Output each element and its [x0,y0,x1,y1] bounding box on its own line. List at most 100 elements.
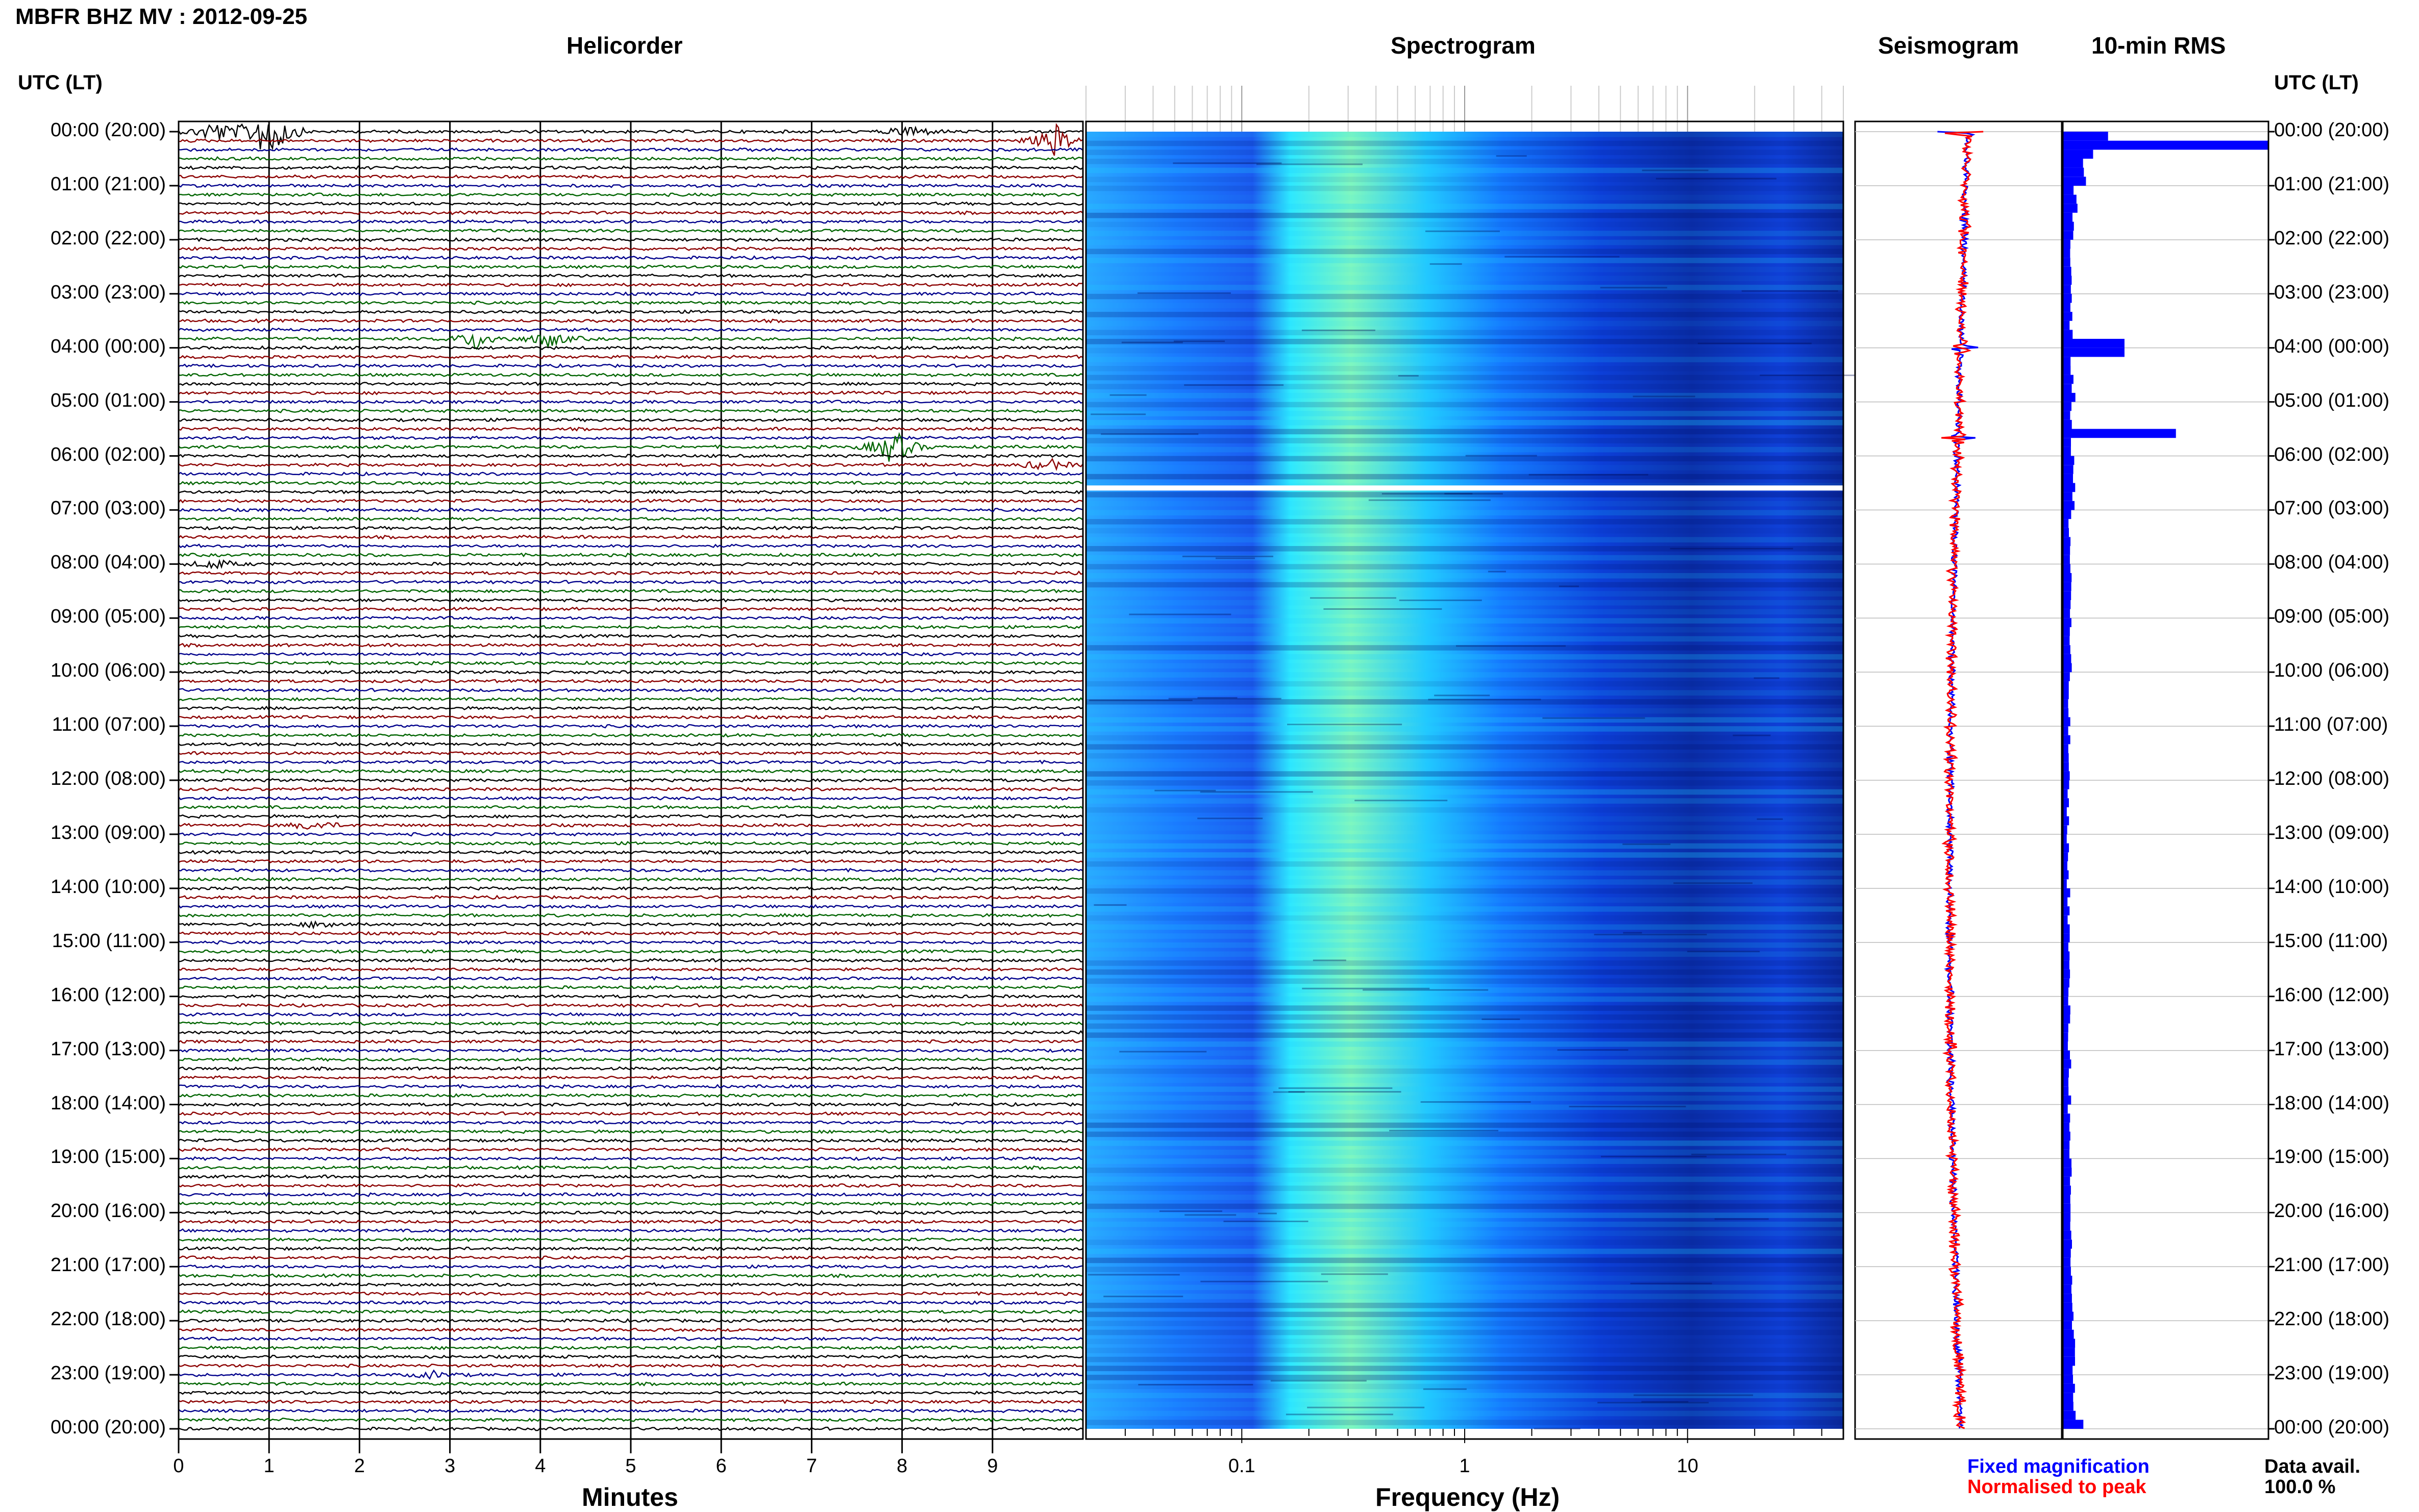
helicorder-trace [178,255,1083,260]
spectrogram-row-band [1086,159,1843,164]
spectrogram-texture [1200,1280,1328,1282]
spectrogram-texture [1398,375,1419,377]
spectrogram-texture [1200,791,1313,793]
helicorder-trace [178,920,1083,930]
hour-label-right: 20:00 (16:00) [2274,1200,2390,1222]
helicorder-trace [178,1273,1083,1279]
spectrogram-row-band [1086,1195,1843,1200]
helicorder-trace [178,1129,1083,1134]
helicorder-trace [178,246,1083,252]
spectrogram-row-band [1086,1141,1843,1146]
helicorder-trace [178,1426,1083,1431]
hour-label-right: 21:00 (17:00) [2274,1254,2390,1276]
spectrogram-row-band [1086,1240,1843,1245]
rms-bar [2063,996,2068,1006]
spectrogram-texture [1656,178,1776,180]
spectrogram-row-band [1086,204,1843,209]
rms-bar [2063,888,2070,898]
hour-label-left: 11:00 (07:00) [52,714,166,736]
rms-bar [2063,1032,2068,1042]
spectrogram-row-band [1086,140,1843,146]
hour-label-right: 05:00 (01:00) [2274,389,2390,411]
spectrogram-row-band [1086,879,1843,885]
spectrogram-row-band [1086,239,1843,245]
rms-bar [2063,1410,2076,1420]
hour-label-left: 17:00 (13:00) [50,1038,166,1060]
helicorder-trace [178,1084,1083,1089]
helicorder-trace [178,822,1083,830]
spectrogram-texture [1288,1091,1401,1093]
rms-bar [2063,167,2084,177]
helicorder-trace [178,1102,1083,1107]
helicorder-trace [178,859,1083,864]
rms-bar [2063,177,2086,186]
rms-bar [2063,573,2072,582]
spectrogram-row-band [1086,212,1843,218]
helicorder-trace [178,688,1083,693]
helicorder-x-tick-label: 2 [354,1455,365,1477]
helicorder-trace [178,1399,1083,1404]
helicorder-trace [178,1192,1083,1197]
helicorder-trace [178,1354,1083,1359]
spectrogram-texture [1101,433,1199,435]
spectrogram-x-tick-label: 10 [1676,1455,1698,1477]
rms-bar [2063,194,2077,204]
spectrogram-row-band [1086,392,1843,399]
spectrogram-texture [1354,800,1448,802]
hour-label-left: 06:00 (02:00) [50,443,166,465]
rms-bar [2063,159,2083,168]
spectrogram-texture [1623,932,1642,934]
hour-label-right: 06:00 (02:00) [2274,443,2390,465]
spectrogram-row-band [1086,609,1843,615]
spectrogram-row-band [1086,1222,1843,1227]
helicorder-trace [178,480,1083,486]
spectrogram-row-band [1086,798,1843,804]
spectrogram-row-band [1086,150,1843,155]
helicorder-trace [178,994,1083,999]
spectrogram-row-band [1086,258,1843,263]
rms-bar [2063,510,2071,519]
rms-bar [2063,798,2069,807]
rms-bar [2063,239,2070,249]
spectrogram-row-band [1086,816,1843,822]
helicorder-trace [178,525,1083,531]
spectrogram-row-band [1086,429,1843,435]
helicorder-trace [178,1246,1083,1251]
spectrogram-row-band [1086,375,1843,381]
rms-bar [2063,537,2071,547]
helicorder-trace [178,1111,1083,1117]
helicorder-trace [178,381,1083,386]
helicorder-trace [178,1165,1083,1171]
helicorder-trace [178,1390,1083,1395]
helicorder-x-tick-label: 3 [445,1455,456,1477]
helicorder-trace [178,1138,1083,1143]
spectrogram-row-band [1086,221,1843,228]
spectrogram-texture [1197,817,1263,820]
spectrogram-row-band [1086,1267,1843,1272]
helicorder-trace [178,724,1083,729]
spectrogram-texture [1119,1051,1207,1053]
spectrogram-row-band [1086,591,1843,597]
rms-bar [2063,969,2070,979]
rms-bar [2063,933,2070,943]
helicorder-trace [178,123,1083,156]
rms-bar [2063,960,2069,970]
rms-bar [2063,1222,2070,1231]
helicorder-trace [178,1291,1084,1296]
rms-bar [2063,771,2070,780]
hour-label-left: 00:00 (20:00) [50,1417,166,1438]
spectrogram-texture [1091,413,1146,415]
rms-bar [2063,591,2071,600]
rms-bar [2063,663,2072,673]
helicorder-trace [178,1264,1083,1269]
spectrogram-row-band [1086,276,1843,281]
spectrogram-row-band [1086,1050,1843,1056]
rms-bar [2063,402,2071,411]
rms-bar [2063,744,2068,754]
rms-bar [2063,654,2071,663]
spectrogram-row-band [1086,1068,1843,1074]
helicorder-trace [178,453,1083,458]
rms-bar [2063,483,2076,492]
spectrogram-texture [1691,1153,1787,1155]
spectrogram-row-band [1086,167,1843,173]
